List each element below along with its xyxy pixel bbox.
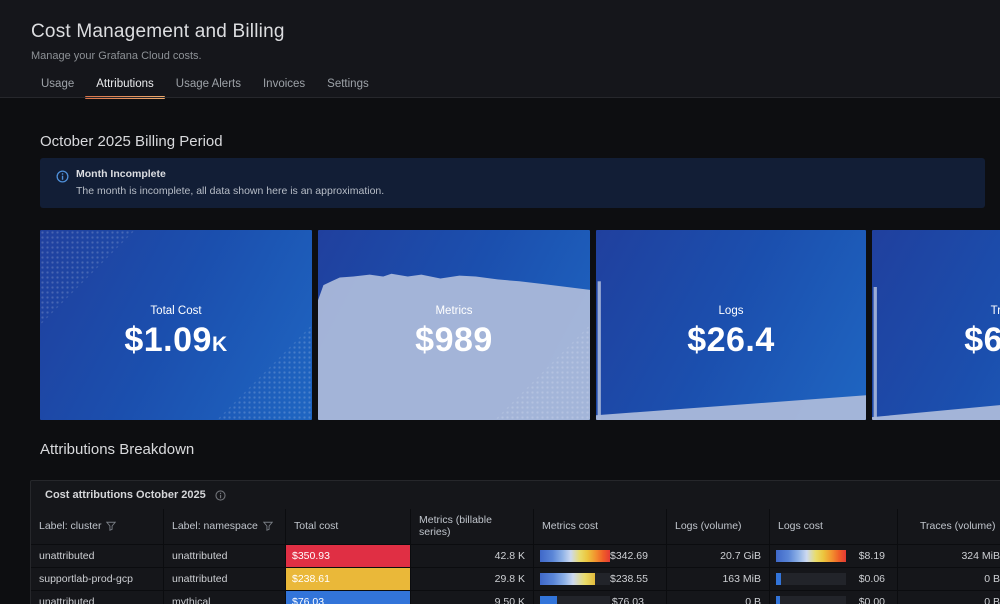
gauge-track xyxy=(540,596,610,604)
gauge-track xyxy=(776,550,846,562)
stat-value: $1.09 K xyxy=(124,320,228,359)
cell-logs-cost: $0.06 xyxy=(770,568,898,590)
stat-panel-traces[interactable]: Traces $63.1 xyxy=(872,230,1000,420)
attributions-breakdown-heading: Attributions Breakdown xyxy=(40,441,195,458)
cell-cluster[interactable]: unattributed xyxy=(31,591,164,604)
stat-panel-logs[interactable]: Logs $26.4 xyxy=(596,230,866,420)
filter-icon[interactable] xyxy=(106,521,117,531)
cell-traces-volume: 0 B xyxy=(898,568,1000,590)
filter-icon[interactable] xyxy=(262,521,273,531)
gauge-bar xyxy=(540,550,610,562)
column-header-logs-cost[interactable]: Logs cost xyxy=(770,509,898,545)
cost-attributions-panel: Cost attributions October 2025 Label: cl… xyxy=(30,480,1000,604)
stat-value: $63.1 xyxy=(964,320,1000,359)
stat-value: $26.4 xyxy=(687,320,775,359)
stat-label: Logs xyxy=(718,304,744,317)
gauge-track xyxy=(540,550,610,562)
cell-namespace[interactable]: mythical xyxy=(164,591,286,604)
info-circle-icon[interactable] xyxy=(215,489,226,501)
cell-logs-volume: 163 MiB xyxy=(667,568,770,590)
page-title: Cost Management and Billing xyxy=(31,21,285,42)
tab-attributions[interactable]: Attributions xyxy=(85,72,165,99)
cell-total-cost: $238.61 xyxy=(286,568,411,590)
cell-traces-volume: 0 B xyxy=(898,591,1000,604)
stat-panel-total-cost[interactable]: Total Cost $1.09 K xyxy=(40,230,312,420)
cell-logs-volume: 0 B xyxy=(667,591,770,604)
cell-logs-volume: 20.7 GiB xyxy=(667,545,770,567)
table-header-row: Label: cluster Label: namespace Total co… xyxy=(31,509,1000,545)
cell-metrics-series: 29.8 K xyxy=(411,568,534,590)
gauge-bar xyxy=(540,596,557,604)
gauge-track xyxy=(540,573,610,585)
stat-value: $989 xyxy=(415,320,493,359)
cell-logs-cost: $0.00 xyxy=(770,591,898,604)
column-header-cluster[interactable]: Label: cluster xyxy=(31,509,164,545)
cell-logs-cost: $8.19 xyxy=(770,545,898,567)
gauge-track xyxy=(776,596,846,604)
cell-metrics-cost: $76.03 xyxy=(534,591,667,604)
column-header-metrics-series[interactable]: Metrics (billable series) xyxy=(411,509,534,545)
cell-cluster[interactable]: unattributed xyxy=(31,545,164,567)
billing-period-heading: October 2025 Billing Period xyxy=(40,133,223,150)
column-header-traces-volume[interactable]: Traces (volume) xyxy=(898,509,1000,545)
traces-sparkline xyxy=(872,287,1000,420)
table-body: unattributed unattributed $350.93 42.8 K… xyxy=(31,545,1000,604)
table-title: Cost attributions October 2025 xyxy=(45,489,206,501)
cell-traces-volume: 324 MiB xyxy=(898,545,1000,567)
tab-settings[interactable]: Settings xyxy=(316,72,380,99)
tab-divider xyxy=(0,97,1000,98)
gauge-bar xyxy=(776,573,781,585)
info-circle-icon xyxy=(56,170,69,183)
stat-panel-metrics[interactable]: Metrics $989 xyxy=(318,230,590,420)
stat-label: Metrics xyxy=(435,304,473,317)
cell-namespace[interactable]: unattributed xyxy=(164,545,286,567)
alert-title: Month Incomplete xyxy=(76,168,166,180)
stat-label: Total Cost xyxy=(150,304,202,317)
tab-bar: Usage Attributions Usage Alerts Invoices… xyxy=(30,72,380,99)
table-row[interactable]: unattributed mythical $76.03 9.50 K $76.… xyxy=(31,591,1000,604)
cell-metrics-series: 9.50 K xyxy=(411,591,534,604)
stat-label: Traces xyxy=(990,304,1000,317)
cell-metrics-cost: $238.55 xyxy=(534,568,667,590)
month-incomplete-alert: Month Incomplete The month is incomplete… xyxy=(40,158,985,208)
gauge-track xyxy=(776,573,846,585)
tab-usage-alerts[interactable]: Usage Alerts xyxy=(165,72,252,99)
gauge-bar xyxy=(776,550,846,562)
gauge-bar xyxy=(776,596,780,604)
cell-metrics-cost: $342.69 xyxy=(534,545,667,567)
table-row[interactable]: unattributed unattributed $350.93 42.8 K… xyxy=(31,545,1000,568)
cell-total-cost: $76.03 xyxy=(286,591,411,604)
tab-invoices[interactable]: Invoices xyxy=(252,72,316,99)
cell-total-cost: $350.93 xyxy=(286,545,411,567)
table-row[interactable]: supportlab-prod-gcp unattributed $238.61… xyxy=(31,568,1000,591)
metrics-sparkline xyxy=(318,273,590,420)
column-header-total-cost[interactable]: Total cost xyxy=(286,509,411,545)
logs-sparkline xyxy=(596,281,866,420)
gauge-bar xyxy=(540,573,595,585)
alert-message: The month is incomplete, all data shown … xyxy=(76,185,385,197)
cell-cluster[interactable]: supportlab-prod-gcp xyxy=(31,568,164,590)
column-header-metrics-cost[interactable]: Metrics cost xyxy=(534,509,667,545)
page-subtitle: Manage your Grafana Cloud costs. xyxy=(31,50,202,62)
column-header-logs-volume[interactable]: Logs (volume) xyxy=(667,509,770,545)
column-header-namespace[interactable]: Label: namespace xyxy=(164,509,286,545)
cell-namespace[interactable]: unattributed xyxy=(164,568,286,590)
cell-metrics-series: 42.8 K xyxy=(411,545,534,567)
tab-usage[interactable]: Usage xyxy=(30,72,85,99)
page-header: Cost Management and Billing Manage your … xyxy=(0,0,1000,99)
